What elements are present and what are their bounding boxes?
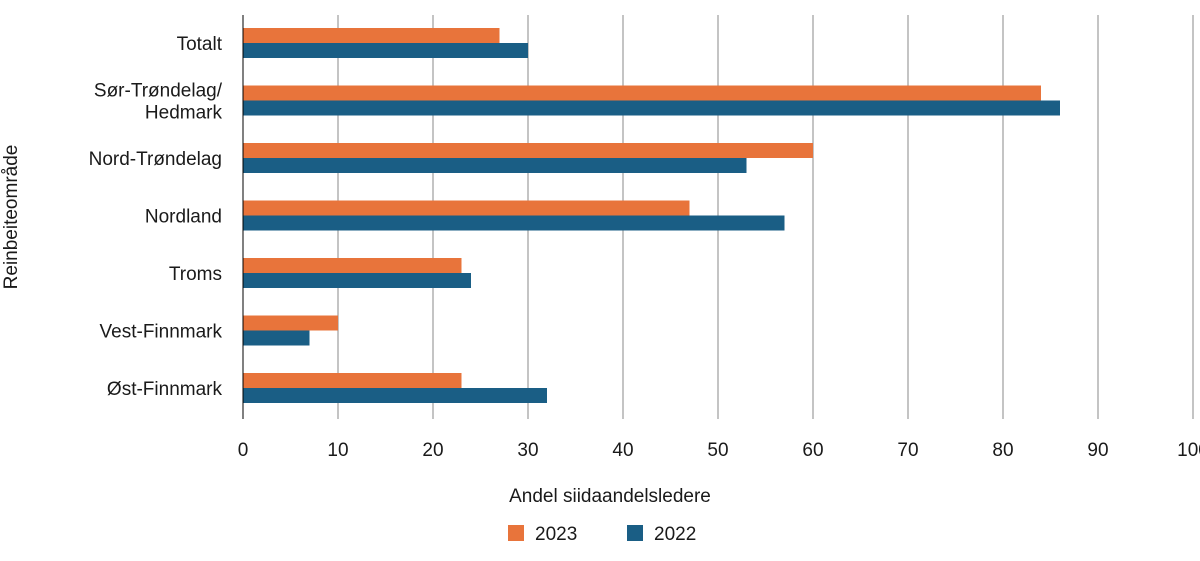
bars: [243, 28, 1060, 403]
bar-2022: [243, 100, 1060, 116]
category-label: Øst-Finnmark: [107, 379, 223, 400]
bar-2023: [243, 258, 462, 273]
x-tick-label: 60: [802, 440, 823, 461]
bar-2023: [243, 315, 338, 331]
x-tick-label: 100: [1177, 440, 1200, 461]
legend-swatch-2023: [508, 525, 524, 541]
legend: 2023 2022: [508, 524, 696, 545]
bar-2023: [243, 373, 462, 388]
bar-2022: [243, 388, 547, 403]
x-tick-label: 70: [897, 440, 918, 461]
x-tick-label: 50: [707, 440, 728, 461]
bar-2023: [243, 143, 813, 158]
bar-2023: [243, 28, 500, 43]
legend-swatch-2022: [627, 525, 643, 541]
x-axis-title: Andel siidaandelsledere: [509, 486, 711, 507]
category-label: Nord-Trøndelag: [89, 149, 222, 170]
bar-2022: [243, 43, 528, 58]
x-tick-labels: 0 10 20 30 40 50 60 70 80 90 100: [238, 440, 1200, 461]
category-label: Nordland: [145, 207, 222, 228]
bar-2022: [243, 330, 310, 346]
x-tick-label: 90: [1087, 440, 1108, 461]
y-axis-title: Reinbeiteområde: [1, 145, 22, 290]
bar-2023: [243, 85, 1041, 101]
x-tick-label: 0: [238, 440, 249, 461]
bar-2023: [243, 200, 690, 216]
category-label: Sør-Trøndelag/Hedmark: [94, 81, 223, 124]
x-tick-label: 30: [517, 440, 538, 461]
x-tick-label: 80: [992, 440, 1013, 461]
x-tick-label: 20: [422, 440, 443, 461]
bar-2022: [243, 215, 785, 231]
category-label: Troms: [169, 264, 222, 285]
bar-2022: [243, 158, 747, 173]
x-tick-label: 40: [612, 440, 633, 461]
category-labels: Totalt Sør-Trøndelag/Hedmark Nord-Trøndela…: [89, 34, 223, 400]
category-label: Vest-Finnmark: [100, 322, 223, 343]
category-label: Totalt: [177, 34, 223, 55]
legend-label-2022: 2022: [654, 524, 696, 545]
bar-2022: [243, 273, 471, 288]
legend-label-2023: 2023: [535, 524, 577, 545]
x-tick-label: 10: [327, 440, 348, 461]
